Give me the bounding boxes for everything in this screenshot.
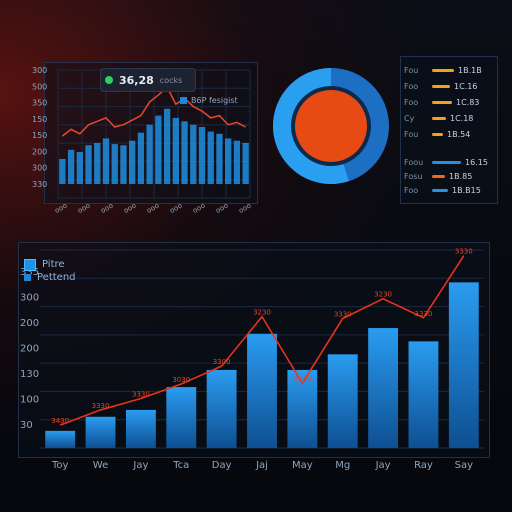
list-item-label: Cy [404, 114, 415, 123]
x-tick-label: Jaj [255, 460, 268, 471]
legend-label-1: Pitre [42, 259, 65, 270]
legend-swatch-icon [24, 274, 31, 281]
x-tick-label: Say [455, 460, 473, 471]
x-tick-label: Jay [132, 460, 148, 471]
list-item-value: 1B.54 [447, 130, 471, 139]
badge-value: 36,28 [119, 73, 154, 87]
legend-item-1[interactable]: Pitre [24, 258, 76, 271]
value-badge[interactable]: 36,28 cocks [100, 68, 196, 92]
list-item-label: Foo [404, 186, 419, 195]
legend-square-icon [24, 258, 36, 271]
list-item[interactable]: Foo 1C.83 [404, 98, 494, 107]
list-item-label: Fou [404, 130, 419, 139]
right-list-panel [400, 56, 498, 204]
list-item[interactable]: Foo 1B.B15 [404, 186, 494, 195]
status-dot-icon [105, 76, 113, 84]
list-item[interactable]: Cy 1C.18 [404, 114, 494, 123]
donut-slice-center [295, 90, 367, 162]
list-item-label: Fou [404, 66, 419, 75]
list-item-bar [432, 133, 443, 136]
donut-hole [291, 86, 371, 166]
list-item-label: Foou [404, 158, 424, 167]
donut-slice [273, 68, 349, 184]
list-item-value: 1C.83 [456, 98, 480, 107]
badge-sub: cocks [159, 75, 183, 85]
list-item-bar [432, 101, 452, 104]
list-item-value: 1B.1B [458, 66, 482, 75]
legend-swatch-icon [180, 97, 187, 104]
x-tick-label: May [292, 460, 313, 471]
x-tick-label: Toy [51, 460, 69, 471]
main-legend: Pitre Pettend [24, 258, 76, 284]
list-item[interactable]: Fosu 1B.85 [404, 172, 494, 181]
x-tick-label: Mg [335, 460, 350, 471]
list-item-bar [432, 161, 461, 164]
legend-item-2[interactable]: Pettend [24, 271, 76, 284]
donut-ring [273, 68, 389, 184]
top-legend-label: B6P fesigist [191, 96, 238, 105]
list-item[interactable]: Fou 1B.1B [404, 66, 494, 75]
top-legend: B6P fesigist [180, 96, 238, 105]
list-item-value: 1B.85 [449, 172, 473, 181]
list-item-value: 1C.16 [454, 82, 478, 91]
main-chart-panel [18, 242, 490, 458]
x-tick-label: Jay [375, 460, 391, 471]
list-item[interactable]: Foo 1C.16 [404, 82, 494, 91]
list-item-bar [432, 69, 454, 72]
x-tick-label: We [93, 460, 108, 471]
list-item-value: 1B.B15 [452, 186, 481, 195]
list-item-label: Fosu [404, 172, 423, 181]
legend-label-2: Pettend [37, 272, 76, 283]
list-item-label: Foo [404, 98, 419, 107]
list-item-label: Foo [404, 82, 419, 91]
list-item-bar [432, 85, 450, 88]
list-item-bar [432, 189, 448, 192]
list-item-bar [432, 175, 445, 178]
x-tick-label: Day [212, 460, 232, 471]
list-item-value: 1C.18 [450, 114, 474, 123]
x-tick-label: Ray [414, 460, 433, 471]
list-item[interactable]: Fou 1B.54 [404, 130, 494, 139]
list-item-value: 16.15 [465, 158, 488, 167]
x-tick-label: Tca [172, 460, 189, 471]
list-item-bar [432, 117, 446, 120]
list-item[interactable]: Foou 16.15 [404, 158, 494, 167]
